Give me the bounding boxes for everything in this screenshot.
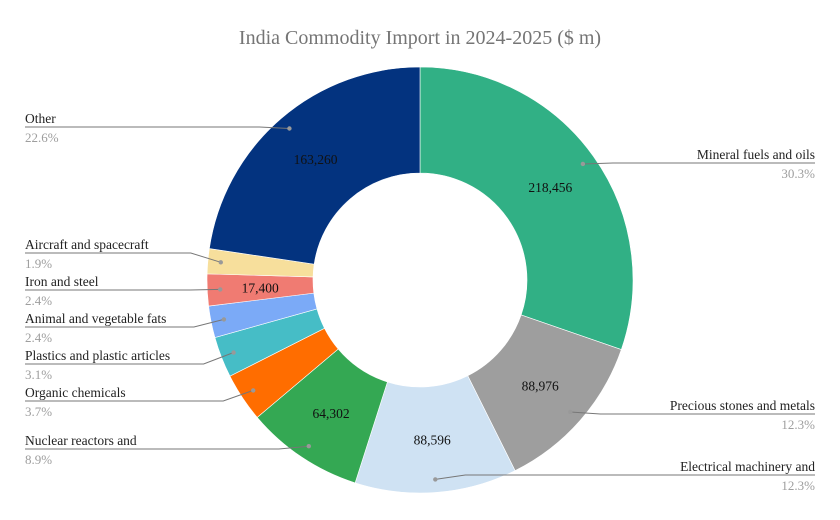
percent-label-other: 22.6% — [25, 130, 59, 145]
leader-dot-precious-stones-and-metals — [568, 409, 573, 415]
leader-dot-animal-and-vegetable-fats — [221, 317, 227, 322]
chart-title: India Commodity Import in 2024-2025 ($ m… — [239, 27, 601, 49]
leader-line-iron-and-steel — [25, 288, 221, 291]
percent-label-animal-and-vegetable-fats: 2.4% — [25, 330, 52, 345]
percent-label-mineral-fuels-and-oils: 30.3% — [781, 166, 815, 181]
slice-other[interactable] — [208, 66, 421, 265]
data-label-nuclear-reactors-and: 64,302 — [312, 406, 349, 421]
leader-dot-organic-chemicals — [251, 388, 256, 393]
leader-dot-iron-and-steel — [218, 287, 223, 292]
leader-dot-plastics-and-plastic-articles — [231, 350, 236, 355]
category-label-other: Other — [25, 111, 56, 126]
category-label-iron-and-steel: Iron and steel — [25, 274, 99, 289]
percent-label-iron-and-steel: 2.4% — [25, 293, 52, 308]
percent-label-plastics-and-plastic-articles: 3.1% — [25, 367, 52, 382]
data-label-other: 163,260 — [294, 152, 338, 167]
leader-line-mineral-fuels-and-oils — [582, 162, 815, 165]
category-label-organic-chemicals: Organic chemicals — [25, 385, 126, 400]
leader-dot-aircraft-and-spacecraft — [218, 260, 223, 265]
leader-line-organic-chemicals — [25, 389, 254, 402]
category-label-electrical-machinery-and: Electrical machinery and — [680, 459, 815, 474]
leader-dot-electrical-machinery-and — [433, 477, 438, 482]
leader-line-animal-and-vegetable-fats — [25, 318, 225, 328]
data-label-mineral-fuels-and-oils: 218,456 — [528, 180, 572, 195]
category-label-animal-and-vegetable-fats: Animal and vegetable fats — [25, 311, 166, 326]
category-label-aircraft-and-spacecraft: Aircraft and spacecraft — [25, 237, 149, 252]
leader-line-precious-stones-and-metals — [570, 411, 815, 415]
data-label-electrical-machinery-and: 88,596 — [414, 433, 451, 448]
data-label-precious-stones-and-metals: 88,976 — [522, 379, 559, 394]
data-label-iron-and-steel: 17,400 — [242, 281, 279, 296]
leader-line-electrical-machinery-and — [435, 474, 815, 480]
percent-label-organic-chemicals: 3.7% — [25, 404, 52, 419]
slice-mineral-fuels-and-oils[interactable] — [419, 66, 634, 350]
leader-dot-nuclear-reactors-and — [306, 444, 311, 449]
category-label-precious-stones-and-metals: Precious stones and metals — [670, 398, 815, 413]
leader-dot-other — [287, 126, 292, 131]
percent-label-nuclear-reactors-and: 8.9% — [25, 452, 52, 467]
category-label-mineral-fuels-and-oils: Mineral fuels and oils — [697, 147, 815, 162]
leader-dot-mineral-fuels-and-oils — [580, 161, 586, 167]
leader-line-nuclear-reactors-and — [25, 445, 309, 450]
category-label-nuclear-reactors-and: Nuclear reactors and — [25, 433, 137, 448]
category-label-plastics-and-plastic-articles: Plastics and plastic articles — [25, 348, 170, 363]
percent-label-aircraft-and-spacecraft: 1.9% — [25, 256, 52, 271]
percent-label-precious-stones-and-metals: 12.3% — [781, 417, 815, 432]
leader-line-aircraft-and-spacecraft — [25, 252, 221, 263]
leader-line-other — [25, 126, 290, 130]
leader-line-plastics-and-plastic-articles — [25, 352, 234, 365]
percent-label-electrical-machinery-and: 12.3% — [781, 478, 815, 493]
